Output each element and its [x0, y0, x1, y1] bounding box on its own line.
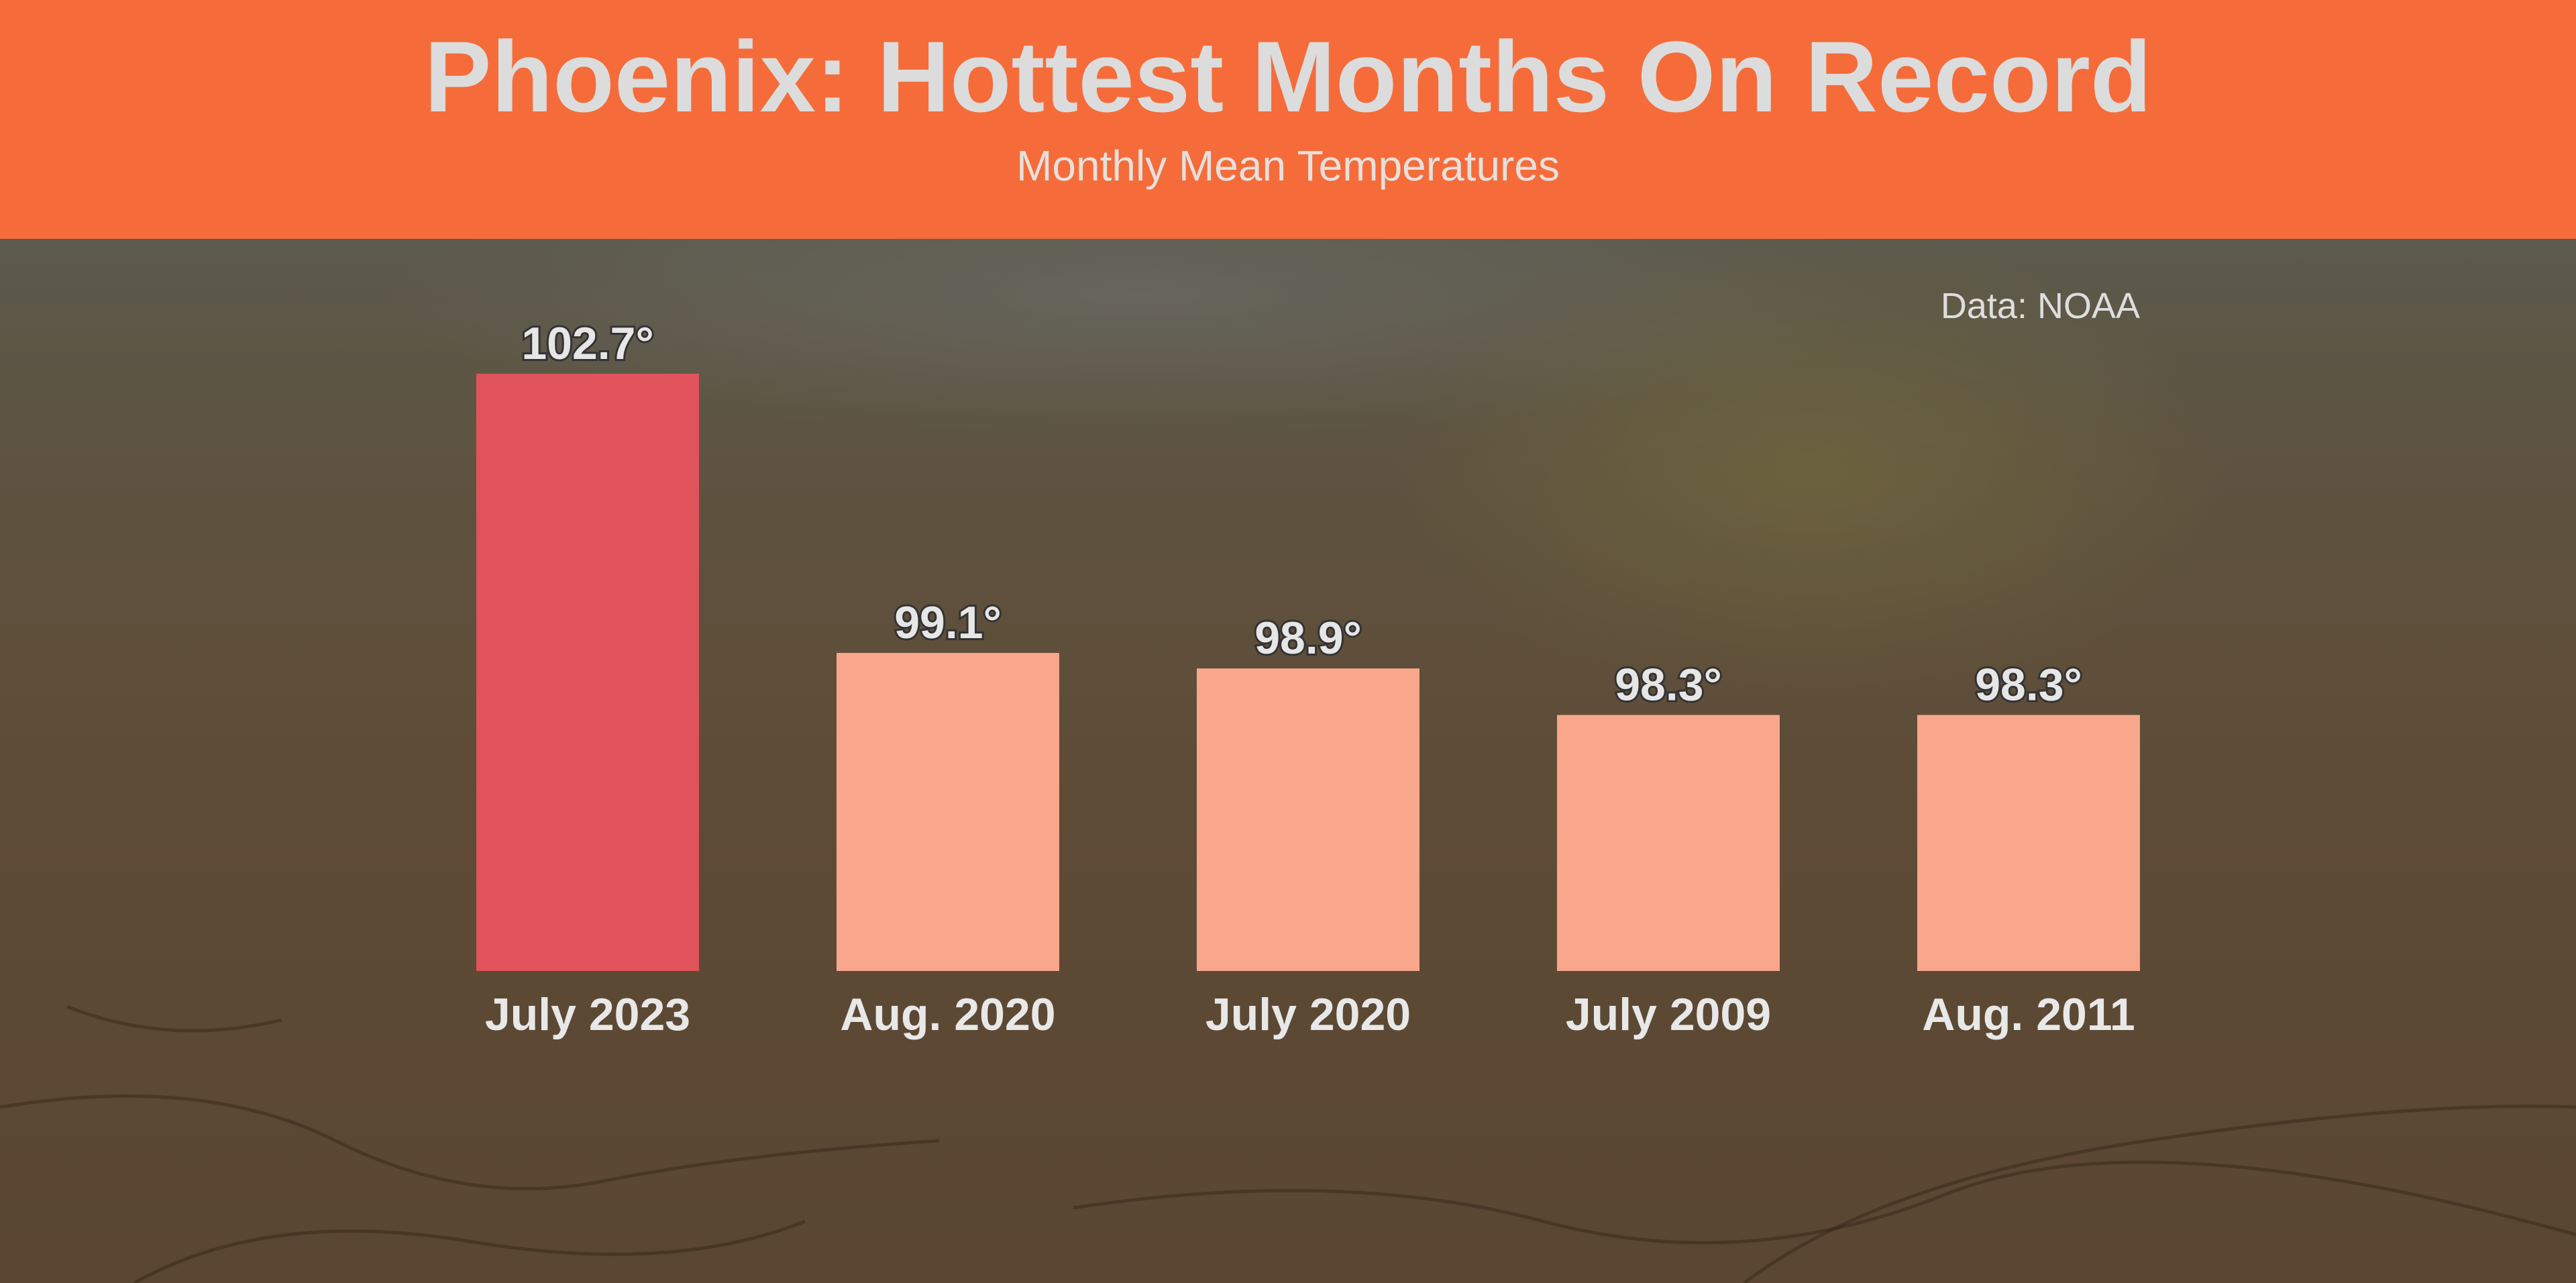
chart-subtitle: Monthly Mean Temperatures — [1016, 142, 1560, 190]
bar-3 — [1557, 715, 1780, 971]
category-label: July 2009 — [1566, 989, 1771, 1040]
value-label: 98.9° — [1254, 613, 1362, 664]
value-label: 102.7° — [521, 318, 653, 369]
chart-title: Phoenix: Hottest Months On Record — [424, 20, 2152, 133]
category-label: Aug. 2011 — [1922, 989, 2135, 1040]
data-source: Data: NOAA — [1940, 286, 2140, 326]
category-label: Aug. 2020 — [840, 989, 1055, 1040]
value-label: 98.3° — [1975, 660, 2082, 711]
category-label: July 2023 — [485, 989, 690, 1040]
header-banner: Phoenix: Hottest Months On Record Monthl… — [0, 0, 2576, 239]
background-cracks — [0, 1005, 2576, 1283]
bar-4 — [1917, 715, 2140, 971]
bar-2 — [1197, 668, 1419, 971]
bar-1 — [837, 653, 1059, 971]
value-label: 99.1° — [894, 597, 1002, 648]
category-label: July 2020 — [1205, 989, 1411, 1040]
bar-0 — [476, 373, 699, 971]
value-label: 98.3° — [1615, 660, 1722, 711]
